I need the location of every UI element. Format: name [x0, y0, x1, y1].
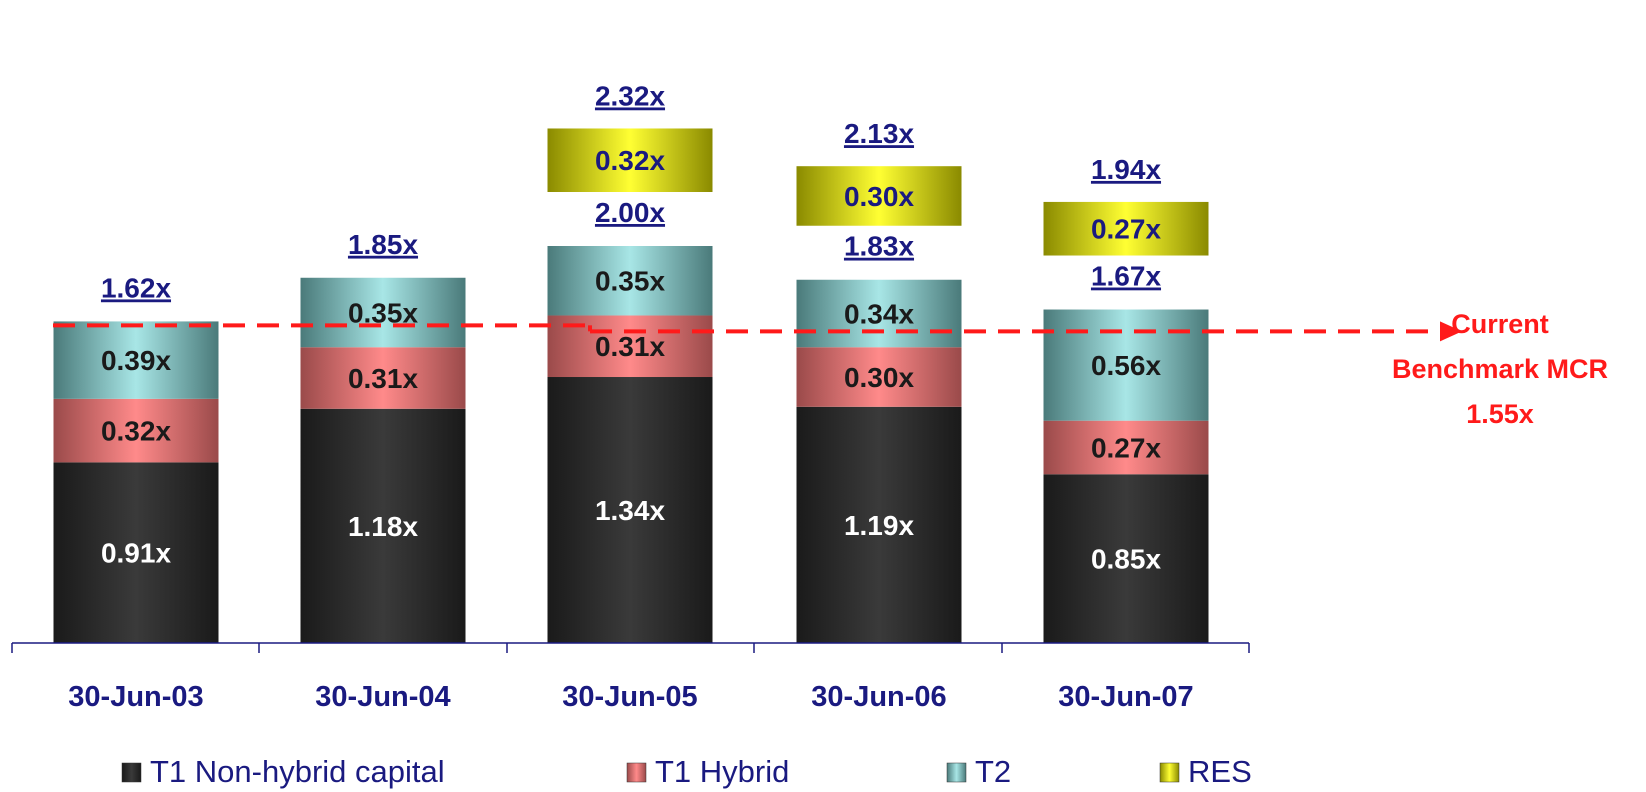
benchmark-label-line-3: 1.55x [1466, 399, 1534, 429]
x-tick-label-4: 30-Jun-07 [1058, 681, 1193, 713]
legend-label-t1-non-hybrid-capital: T1 Non-hybrid capital [150, 754, 445, 789]
benchmark-label-line-2: Benchmark MCR [1392, 354, 1608, 384]
legend: T1 Non-hybrid capital T1 Hybrid T2 RES [121, 754, 1252, 789]
bar-t2-0 [53, 321, 219, 399]
bar-t1-hybrid-1 [300, 347, 466, 409]
x-tick-label-0: 30-Jun-03 [68, 681, 203, 713]
bar-t2-2 [547, 246, 713, 316]
legend-label-t2: T2 [975, 754, 1011, 789]
total-label-2: 2.00x [595, 197, 665, 228]
data-label-res-4: 0.27x [1091, 214, 1161, 245]
x-tick-label-3: 30-Jun-06 [811, 681, 946, 713]
data-label-t2-0: 0.39x [101, 345, 171, 376]
x-axis: 30-Jun-03 30-Jun-04 30-Jun-05 30-Jun-06 30-J… [11, 642, 1250, 713]
bar-t1-hybrid-4 [1043, 420, 1209, 475]
data-label-res-3: 0.30x [844, 181, 914, 212]
x-tick-label-1: 30-Jun-04 [315, 681, 450, 713]
legend-swatch-t2 [946, 762, 967, 783]
bar-res-3 [796, 166, 962, 226]
data-label-t1-non-hybrid-capital-3: 1.19x [844, 510, 914, 541]
data-label-t1-non-hybrid-capital-1: 1.18x [348, 511, 418, 542]
data-label-t1-hybrid-1: 0.31x [348, 363, 418, 394]
bar-t2-3 [796, 279, 962, 348]
benchmark-layer: Current Benchmark MCR 1.55x [53, 309, 1608, 429]
total-label-3: 1.83x [844, 231, 914, 262]
bar-t1-non-hybrid-capital-4 [1043, 474, 1209, 643]
legend-swatch-t1-non-hybrid-capital [121, 762, 142, 783]
total-incl-res-label-2: 2.32x [595, 80, 665, 111]
bar-t2-1 [300, 277, 466, 348]
data-label-t1-hybrid-4: 0.27x [1091, 432, 1161, 463]
bar-t1-hybrid-0 [53, 398, 219, 463]
total-label-1: 1.85x [348, 229, 418, 260]
total-incl-res-label-4: 1.94x [1091, 154, 1161, 185]
bar-res-4 [1043, 201, 1209, 256]
benchmark-arrow-head [1440, 321, 1462, 342]
bar-res-2 [547, 128, 713, 192]
legend-swatch-res [1159, 762, 1180, 783]
bar-t2-4 [1043, 309, 1209, 421]
benchmark-label-line-1: Current [1451, 309, 1549, 339]
data-label-t1-non-hybrid-capital-4: 0.85x [1091, 544, 1161, 575]
data-label-t2-2: 0.35x [595, 266, 665, 297]
total-label-0: 1.62x [101, 272, 171, 303]
total-label-4: 1.67x [1091, 261, 1161, 292]
bar-t1-non-hybrid-capital-3 [796, 406, 962, 643]
data-label-t1-non-hybrid-capital-0: 0.91x [101, 538, 171, 569]
data-label-t1-hybrid-3: 0.30x [844, 362, 914, 393]
data-label-t1-hybrid-0: 0.32x [101, 416, 171, 447]
data-label-t1-non-hybrid-capital-2: 1.34x [595, 495, 665, 526]
x-tick-label-2: 30-Jun-05 [562, 681, 697, 713]
data-label-t2-3: 0.34x [844, 298, 914, 329]
data-label-res-2: 0.32x [595, 145, 665, 176]
legend-swatch-t1-hybrid [626, 762, 647, 783]
data-label-t1-hybrid-2: 0.31x [595, 331, 665, 362]
bar-t1-non-hybrid-capital-0 [53, 462, 219, 643]
bar-t1-non-hybrid-capital-2 [547, 377, 713, 643]
bar-t1-non-hybrid-capital-1 [300, 408, 466, 643]
legend-label-t1-hybrid: T1 Hybrid [655, 754, 789, 789]
total-incl-res-label-3: 2.13x [844, 118, 914, 149]
bars-layer: 0.91x 0.32x 0.39x 1.62x 1.18x 0.31x 0.35x 1.85x… [53, 80, 1209, 643]
data-label-t2-4: 0.56x [1091, 350, 1161, 381]
legend-label-res: RES [1188, 754, 1252, 789]
bar-t1-hybrid-3 [796, 347, 962, 407]
